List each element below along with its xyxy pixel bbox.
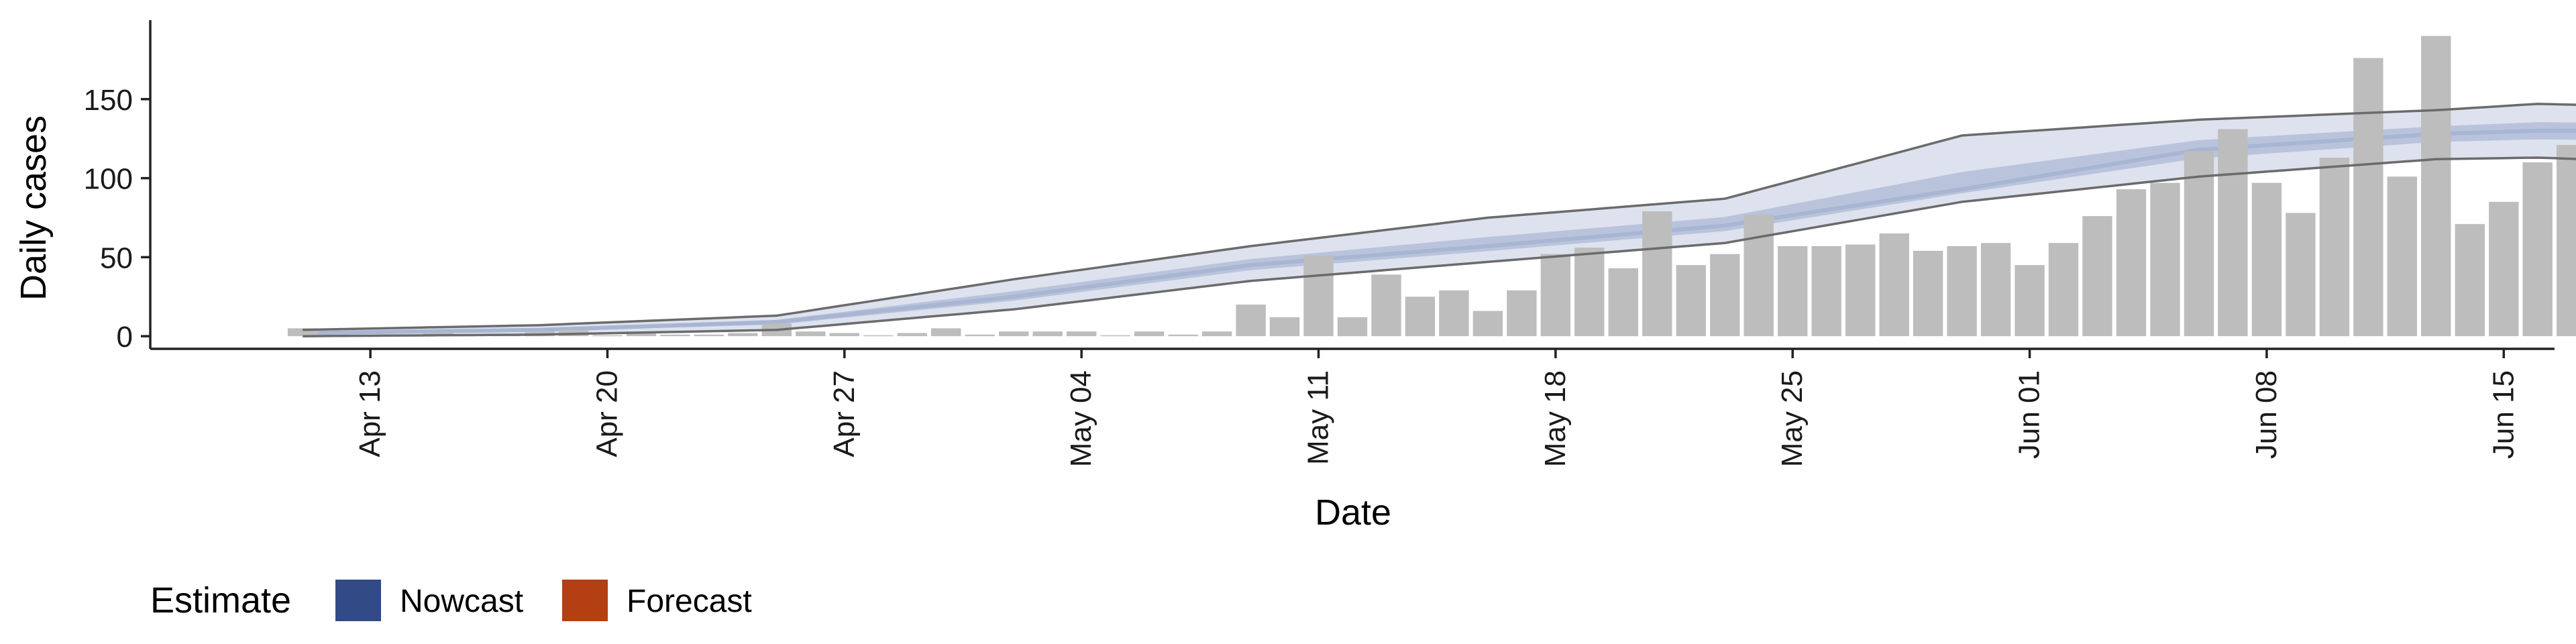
case-bar xyxy=(1168,334,1198,337)
case-bar xyxy=(2116,189,2147,337)
case-bar xyxy=(2319,158,2350,337)
case-bar xyxy=(2082,216,2112,337)
case-bar xyxy=(1472,311,1503,337)
case-bar xyxy=(2522,162,2553,337)
case-bar xyxy=(999,331,1029,337)
nowcast-upper-line xyxy=(303,103,2576,331)
case-bar xyxy=(1067,331,1097,337)
case-bar xyxy=(2218,129,2248,337)
legend: Estimate Nowcast Forecast xyxy=(150,580,752,621)
x-tick-label: May 25 xyxy=(1776,370,1809,467)
x-tick-label: Apr 20 xyxy=(591,370,624,458)
case-bar xyxy=(2150,182,2180,337)
case-bar xyxy=(829,333,859,337)
case-bar xyxy=(1642,211,1672,337)
case-bar xyxy=(1540,254,1571,337)
case-bar xyxy=(965,334,995,337)
case-bar xyxy=(2048,243,2079,337)
case-bar xyxy=(1405,297,1436,337)
case-bar xyxy=(1879,233,1909,337)
x-tick-label: Jun 15 xyxy=(2487,370,2520,459)
case-bar xyxy=(1980,243,2011,337)
case-bar xyxy=(1913,250,1943,337)
nowcast-band-outer xyxy=(303,103,2576,337)
x-tick-label: May 04 xyxy=(1065,370,1097,467)
nowcast-median-line xyxy=(303,128,2576,335)
credible-interval-lines xyxy=(303,103,2576,337)
case-bar xyxy=(1439,290,1469,337)
case-bar xyxy=(2015,265,2045,337)
legend-swatch-forecast xyxy=(562,580,608,621)
case-bar xyxy=(796,331,826,337)
case-bar xyxy=(863,335,894,337)
y-tick-label: 150 xyxy=(84,84,133,117)
y-tick-label: 0 xyxy=(117,321,133,354)
case-bar xyxy=(1811,246,1841,337)
case-bar xyxy=(2251,182,2282,337)
legend-swatch-nowcast xyxy=(335,580,381,621)
case-bar xyxy=(1134,331,1165,337)
case-bar xyxy=(2387,176,2417,337)
case-bar xyxy=(1337,317,1368,337)
case-bar xyxy=(2455,223,2485,337)
case-bar xyxy=(1710,254,1740,337)
case-bar xyxy=(2557,145,2576,337)
case-bar xyxy=(287,328,318,337)
case-bar xyxy=(694,334,724,337)
case-bar xyxy=(1743,214,1774,337)
case-bar xyxy=(897,333,927,337)
case-bar xyxy=(931,328,961,337)
case-bar xyxy=(1947,246,1977,337)
case-bar xyxy=(2489,201,2519,337)
case-bar xyxy=(1608,268,1638,337)
nowcast-lower-line xyxy=(303,156,2576,337)
case-bar xyxy=(1371,274,1401,337)
y-axis-title: Daily cases xyxy=(13,115,54,301)
case-bar xyxy=(1303,256,1334,337)
case-bar xyxy=(1100,335,1130,337)
case-bar xyxy=(2353,58,2383,337)
case-bar xyxy=(1236,305,1266,337)
x-tick-label: Apr 13 xyxy=(354,370,386,458)
case-bar xyxy=(2184,151,2214,337)
case-bar xyxy=(660,334,690,337)
axes: 0 50 100 150 Apr 13 Apr 20 Apr 27 May 04 May 11 M… xyxy=(84,20,2555,467)
y-tick-label: 100 xyxy=(84,163,133,196)
case-bar xyxy=(626,333,657,337)
y-tick-label: 50 xyxy=(100,241,133,274)
nowcast-band-inner xyxy=(303,122,2576,334)
case-bar xyxy=(1032,331,1063,337)
case-bar xyxy=(1269,317,1300,337)
x-axis-title: Date xyxy=(1315,492,1391,533)
case-bar xyxy=(592,335,623,337)
case-bar xyxy=(1845,244,1876,337)
case-bar xyxy=(2286,213,2316,337)
legend-label-nowcast: Nowcast xyxy=(400,584,523,619)
x-tick-label: May 18 xyxy=(1539,370,1572,467)
x-tick-label: Apr 27 xyxy=(828,370,861,458)
case-bar xyxy=(2421,36,2451,337)
x-tick-label: May 11 xyxy=(1302,370,1335,465)
legend-label-forecast: Forecast xyxy=(627,584,752,619)
x-tick-label: Jun 08 xyxy=(2250,370,2283,459)
case-bar xyxy=(1574,248,1605,337)
daily-case-bars xyxy=(287,36,2576,337)
case-bar xyxy=(1507,290,1537,337)
case-bar xyxy=(728,333,758,337)
x-tick-label: Jun 01 xyxy=(2013,370,2046,459)
legend-title: Estimate xyxy=(150,580,291,621)
nowcast-bands xyxy=(303,103,2576,337)
case-bar xyxy=(1778,246,1808,337)
case-bar xyxy=(1201,331,1232,337)
case-bar xyxy=(1676,265,1706,337)
